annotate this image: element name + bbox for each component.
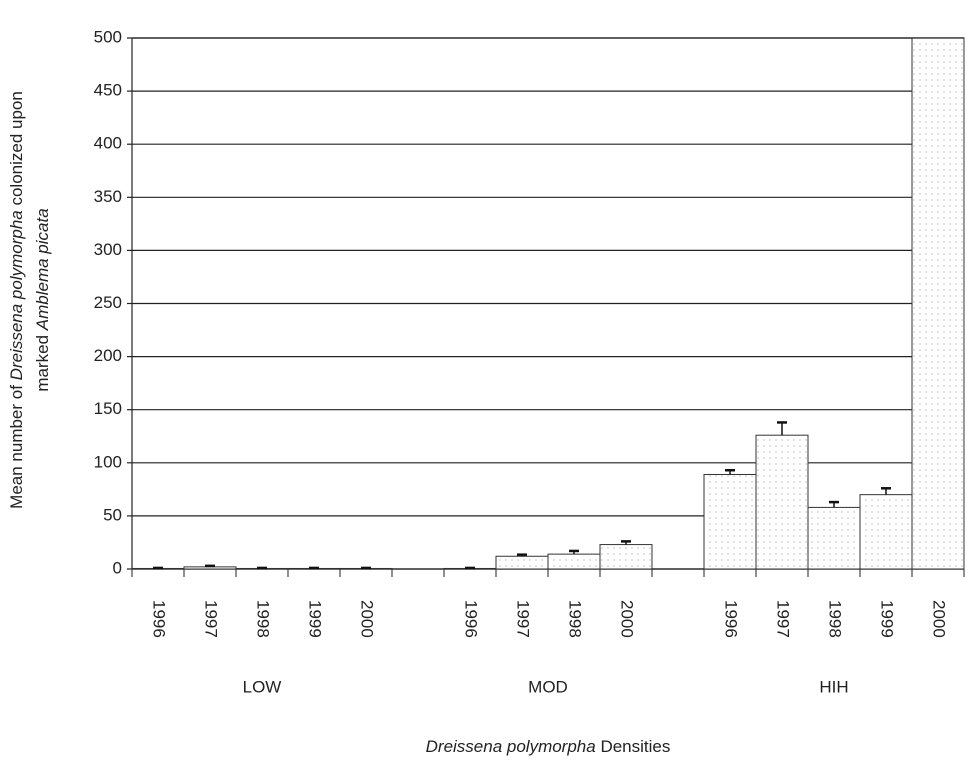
x-tick-label: 1997 xyxy=(202,600,221,638)
x-tick-label: 1997 xyxy=(514,600,533,638)
bar xyxy=(703,473,757,570)
y-tick-label: 500 xyxy=(94,27,122,46)
x-tick-label: 1999 xyxy=(306,600,325,638)
y-tick-label: 250 xyxy=(94,293,122,312)
x-tick-label: 1997 xyxy=(774,600,793,638)
group-label: LOW xyxy=(243,677,282,696)
y-tick-label: 200 xyxy=(94,346,122,365)
group-label: MOD xyxy=(528,677,568,696)
y-tick-label: 50 xyxy=(103,505,122,524)
y-axis-title: marked Amblema picata xyxy=(33,208,52,391)
bar xyxy=(859,494,913,570)
y-tick-label: 100 xyxy=(94,452,122,471)
bar xyxy=(755,434,809,570)
bar xyxy=(495,555,549,570)
y-tick-label: 150 xyxy=(94,399,122,418)
y-tick-label: 300 xyxy=(94,240,122,259)
y-tick-label: 0 xyxy=(113,558,122,577)
x-tick-label: 2000 xyxy=(618,600,637,638)
bar xyxy=(599,544,653,570)
bar xyxy=(547,553,601,570)
bar xyxy=(911,37,965,570)
x-tick-label: 1999 xyxy=(878,600,897,638)
x-tick-label: 2000 xyxy=(358,600,377,638)
x-tick-label: 1998 xyxy=(566,600,585,638)
x-tick-label: 1998 xyxy=(254,600,273,638)
y-axis-title: Mean number of Dreissena polymorpha colo… xyxy=(7,91,26,509)
y-tick-label: 400 xyxy=(94,134,122,153)
x-tick-label: 1996 xyxy=(462,600,481,638)
y-tick-label: 450 xyxy=(94,81,122,100)
bar xyxy=(807,506,861,570)
x-tick-label: 1998 xyxy=(826,600,845,638)
group-label: HIH xyxy=(819,677,848,696)
x-tick-label: 2000 xyxy=(930,600,949,638)
x-tick-label: 1996 xyxy=(150,600,169,638)
y-tick-label: 350 xyxy=(94,187,122,206)
x-tick-label: 1996 xyxy=(722,600,741,638)
bar xyxy=(183,566,237,570)
x-axis-title: Dreissena polymorpha Densities xyxy=(426,737,671,756)
